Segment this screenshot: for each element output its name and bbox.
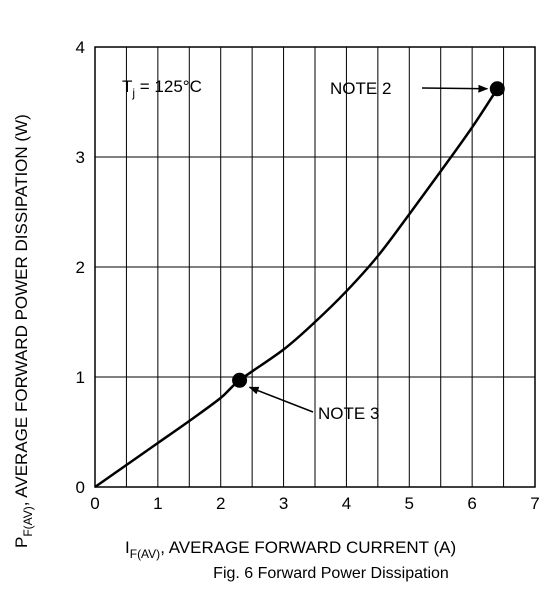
y-tick-label: 0 bbox=[76, 478, 85, 497]
x-tick-label: 7 bbox=[530, 494, 539, 513]
y-tick-label: 2 bbox=[76, 258, 85, 277]
temperature-annotation: Tj = 125°C bbox=[122, 77, 202, 100]
x-tick-label: 6 bbox=[467, 494, 476, 513]
power-curve bbox=[94, 88, 499, 489]
note-3-label: NOTE 3 bbox=[318, 404, 379, 423]
note-2-marker bbox=[489, 81, 505, 97]
x-tick-label: 2 bbox=[216, 494, 225, 513]
figure-caption: Fig. 6 Forward Power Dissipation bbox=[213, 565, 449, 582]
x-tick-label: 0 bbox=[90, 494, 99, 513]
x-tick-label: 4 bbox=[342, 494, 351, 513]
plot-frame bbox=[94, 46, 536, 488]
note-3-arrow bbox=[248, 386, 314, 413]
y-axis-label: PF(AV), AVERAGE FORWARD POWER DISSIPATIO… bbox=[12, 114, 35, 548]
x-axis-label: IF(AV), AVERAGE FORWARD CURRENT (A) bbox=[125, 538, 456, 561]
note-3-marker bbox=[232, 372, 248, 388]
grid bbox=[94, 46, 536, 488]
x-tick-label: 3 bbox=[279, 494, 288, 513]
x-tick-label: 1 bbox=[153, 494, 162, 513]
y-tick-label: 4 bbox=[76, 38, 85, 57]
note-2-label: NOTE 2 bbox=[330, 79, 391, 98]
y-tick-label: 1 bbox=[76, 368, 85, 387]
note-2-arrow bbox=[421, 84, 489, 93]
x-tick-label: 5 bbox=[405, 494, 414, 513]
tick-labels: 0 1 2 3 4 5 6 7 0 1 2 3 4 bbox=[76, 38, 540, 513]
y-tick-label: 3 bbox=[76, 148, 85, 167]
plot-area: NOTE 2 NOTE 3 bbox=[94, 79, 505, 489]
